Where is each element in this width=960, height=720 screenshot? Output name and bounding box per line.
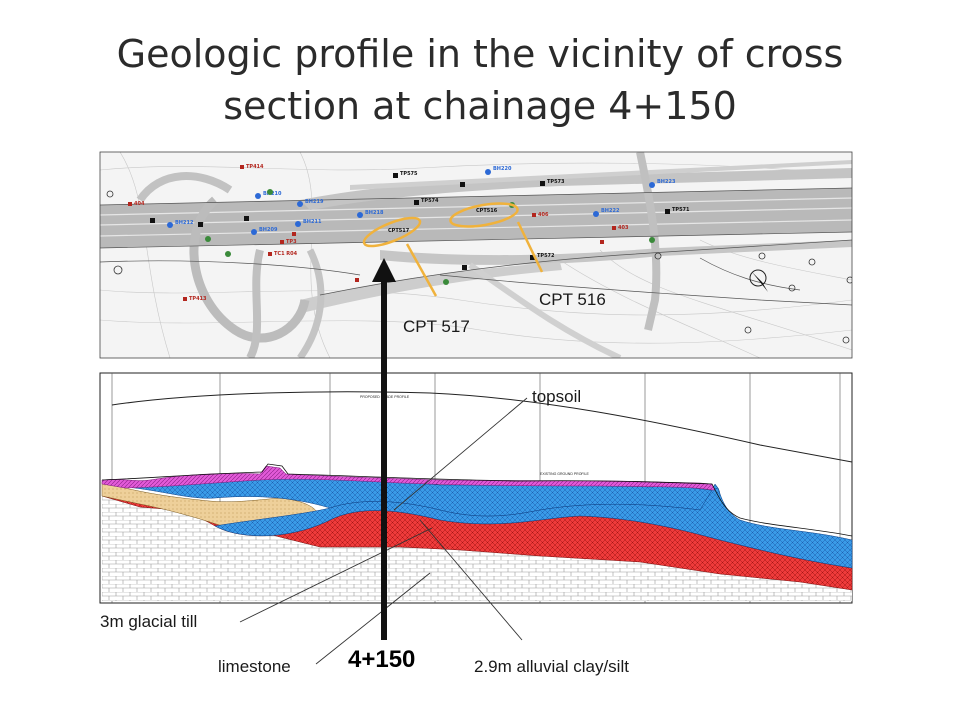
north-arrow-icon	[749, 269, 768, 292]
svg-text:403: 403	[618, 225, 629, 231]
svg-text:TP571: TP571	[672, 207, 690, 213]
svg-text:404: 404	[134, 201, 145, 207]
svg-text:TP574: TP574	[421, 198, 439, 204]
topsoil-label: topsoil	[532, 387, 581, 406]
alluvial-clay-silt-layer	[214, 487, 853, 569]
svg-text:TP572: TP572	[537, 253, 555, 259]
svg-text:BH210: BH210	[263, 191, 282, 197]
cpt-516-highlight	[449, 202, 519, 228]
red-sample-points: TP414 TP413 TP3 TC1 R04 404 406 403	[128, 164, 629, 302]
slide-title: Geologic profile in the vicinity of cros…	[0, 28, 960, 132]
svg-text:BH223: BH223	[657, 179, 676, 185]
alluvial-label: 2.9m alluvial clay/silt	[474, 657, 629, 676]
limestone-label: limestone	[218, 657, 291, 676]
blue-borehole-points: BH212 BH210 BH219 BH211 BH209 BH220 BH22…	[167, 166, 676, 235]
title-line-2: section at chainage 4+150	[223, 84, 737, 128]
svg-text:CPT517: CPT517	[388, 228, 410, 234]
svg-text:BH212: BH212	[175, 220, 194, 226]
svg-text:BH218: BH218	[365, 210, 384, 216]
cpt-517-highlight	[362, 216, 422, 248]
svg-text:TP3: TP3	[286, 239, 297, 245]
svg-text:BH220: BH220	[493, 166, 512, 172]
cpt-516-label: CPT 516	[539, 290, 606, 309]
svg-text:TC1 R04: TC1 R04	[274, 251, 298, 257]
svg-text:CPT516: CPT516	[476, 208, 498, 214]
limestone-layer	[102, 490, 852, 601]
cpt-517-leader	[405, 243, 438, 297]
svg-text:BH222: BH222	[601, 208, 620, 214]
black-test-pits: TP575 TP574 TP573 TP572 TP571 CPT517 CPT…	[150, 171, 690, 270]
chainage-label: 4+150	[348, 646, 415, 673]
annotation-leaders	[239, 397, 528, 665]
svg-text:BH211: BH211	[303, 219, 322, 225]
svg-text:BH209: BH209	[259, 227, 278, 233]
plan-view-map: TP414 TP413 TP3 TC1 R04 404 406 403 BH21…	[100, 152, 852, 358]
svg-text:EXISTING GROUND PROFILE: EXISTING GROUND PROFILE	[540, 472, 589, 476]
cpt-516-leader	[516, 221, 544, 273]
svg-text:TP573: TP573	[547, 179, 565, 185]
proposed-grade-line	[111, 391, 853, 463]
svg-text:TP413: TP413	[189, 296, 207, 302]
svg-text:406: 406	[538, 212, 549, 218]
title-line-1: Geologic profile in the vicinity of cros…	[116, 32, 844, 76]
profile-view: PROPOSED GRADE PROFILE EXISTING GROUND P…	[99, 372, 853, 604]
chainage-arrow	[372, 258, 396, 640]
svg-text:TP575: TP575	[400, 171, 418, 177]
svg-text:TP414: TP414	[246, 164, 264, 170]
glacial-till-label: 3m glacial till	[100, 612, 197, 631]
cpt-517-label: CPT 517	[403, 317, 470, 336]
svg-text:BH219: BH219	[305, 199, 324, 205]
